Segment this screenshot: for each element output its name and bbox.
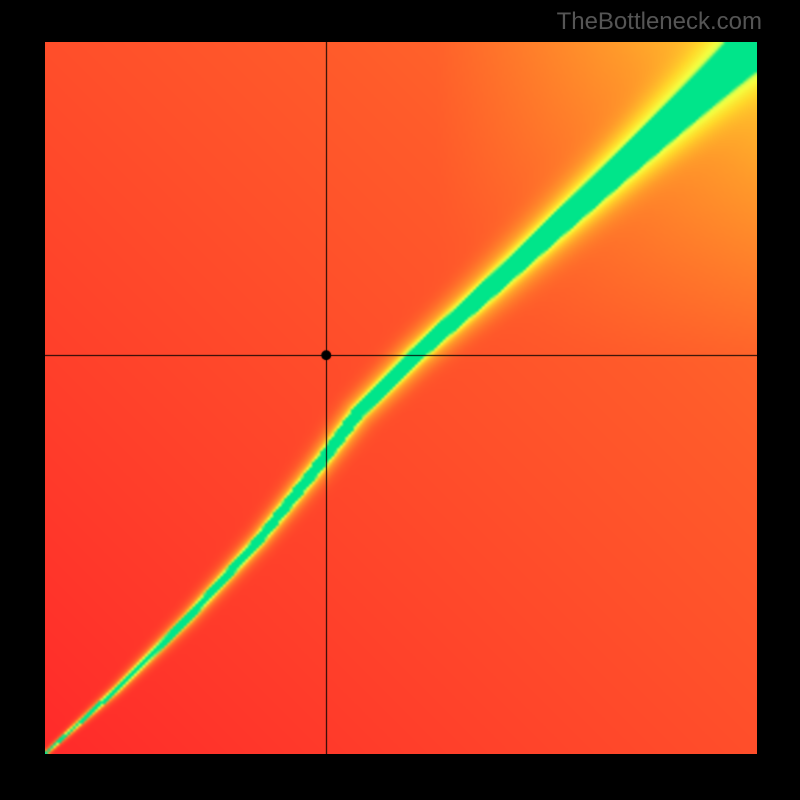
heatmap-canvas xyxy=(45,42,757,754)
watermark-text: TheBottleneck.com xyxy=(557,8,762,36)
chart-container: { "watermark": { "text": "TheBottleneck.… xyxy=(0,0,800,800)
heatmap-plot xyxy=(45,42,757,754)
